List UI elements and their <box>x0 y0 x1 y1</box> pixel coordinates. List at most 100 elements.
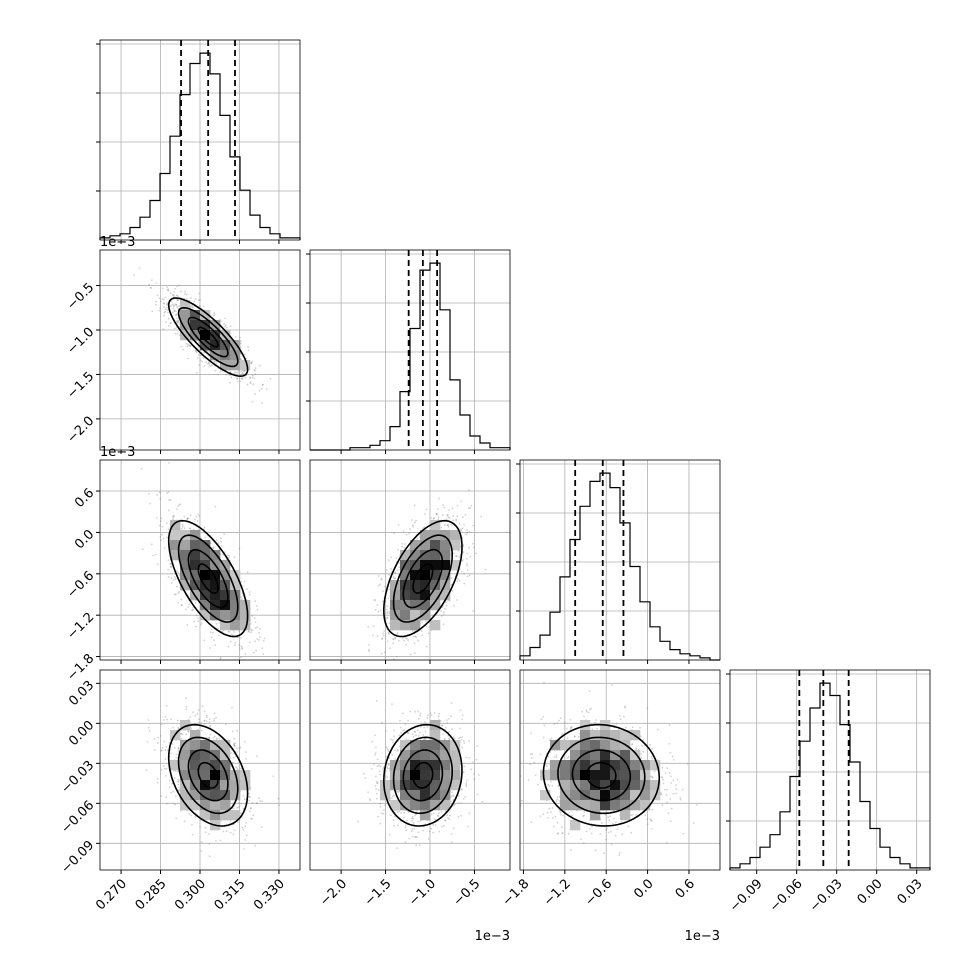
sample-point <box>189 345 192 348</box>
sample-point <box>417 639 419 642</box>
sample-point <box>208 833 210 835</box>
sample-point <box>263 679 265 681</box>
sample-point <box>218 621 221 624</box>
sample-point <box>228 554 231 557</box>
sample-point <box>428 626 431 628</box>
contour-line <box>402 548 444 609</box>
density-cell <box>440 530 451 541</box>
sample-point <box>180 732 182 735</box>
sample-point <box>421 621 424 624</box>
density-cell <box>430 520 441 531</box>
sample-point <box>372 634 374 637</box>
density-cell <box>420 610 431 621</box>
sample-point <box>183 527 186 530</box>
sample-point <box>241 377 244 380</box>
sample-point <box>223 551 226 553</box>
sample-point <box>225 830 228 833</box>
density-cell <box>180 310 191 321</box>
sample-point <box>169 498 172 501</box>
density-cell <box>210 340 221 351</box>
sample-point <box>430 517 433 519</box>
sample-point <box>219 656 222 659</box>
density-cell <box>200 320 211 331</box>
sample-point <box>249 377 252 380</box>
sample-point <box>262 640 265 642</box>
sample-point <box>200 623 203 626</box>
sample-point <box>392 638 395 641</box>
sample-point <box>249 796 251 799</box>
joint-panel-0-2 <box>99 459 301 681</box>
density-cell <box>430 620 441 631</box>
density-cell <box>170 540 181 551</box>
sample-point <box>444 607 446 610</box>
sample-point <box>390 568 392 570</box>
sample-point <box>203 351 206 354</box>
sample-point <box>176 299 179 302</box>
sample-point <box>386 617 389 619</box>
sample-point <box>176 317 178 320</box>
density-cell <box>180 570 191 581</box>
sample-point <box>260 387 263 390</box>
sample-point <box>470 504 473 507</box>
sample-point <box>236 377 239 380</box>
sample-point <box>201 360 204 363</box>
sample-point <box>458 522 461 525</box>
sample-point <box>248 641 251 643</box>
sample-point <box>198 292 201 295</box>
density-cell <box>400 550 411 561</box>
sample-point <box>240 812 242 814</box>
sample-point <box>387 597 390 600</box>
sample-point <box>460 528 462 531</box>
sample-point <box>425 620 427 622</box>
sample-point <box>157 736 160 739</box>
density-cell <box>190 530 201 541</box>
sample-point <box>212 546 215 549</box>
sample-point <box>398 566 401 569</box>
sample-point <box>448 517 451 519</box>
sample-point <box>159 735 162 737</box>
sample-point <box>248 591 251 593</box>
sample-point <box>159 536 162 538</box>
sample-point <box>177 505 179 508</box>
sample-point <box>242 828 245 831</box>
sample-point <box>167 559 170 562</box>
density-cell <box>420 550 431 561</box>
sample-point <box>162 302 165 305</box>
sample-point <box>380 578 383 581</box>
sample-point <box>189 527 191 530</box>
sample-point <box>181 526 184 528</box>
sample-point <box>392 642 395 645</box>
density-cell <box>230 600 241 611</box>
sample-point <box>159 498 162 500</box>
sample-point <box>166 289 169 291</box>
sample-point <box>472 610 474 612</box>
density-cell <box>420 600 431 611</box>
sample-point <box>381 638 384 640</box>
sample-point <box>188 344 191 347</box>
joint-panel-0-3 <box>99 669 301 871</box>
sample-point <box>233 745 236 747</box>
sample-point <box>161 298 164 300</box>
sample-point <box>155 303 157 306</box>
density-cell <box>190 570 201 581</box>
sample-point <box>394 571 397 574</box>
sample-point <box>194 518 196 521</box>
sample-point <box>452 515 454 518</box>
sample-point <box>456 580 459 582</box>
sample-point <box>240 645 243 648</box>
sample-point <box>458 579 461 582</box>
sample-point <box>167 509 170 512</box>
sample-point <box>165 321 167 323</box>
sample-point <box>233 631 235 633</box>
sample-point <box>251 615 253 617</box>
sample-point <box>256 608 259 611</box>
sample-point <box>392 576 395 578</box>
sample-point <box>388 632 390 635</box>
sample-point <box>387 631 390 634</box>
sample-point <box>141 548 144 551</box>
sample-point <box>233 644 236 647</box>
density-cell <box>430 600 441 611</box>
sample-point <box>158 297 161 300</box>
sample-point <box>254 600 257 603</box>
sample-point <box>475 552 477 555</box>
